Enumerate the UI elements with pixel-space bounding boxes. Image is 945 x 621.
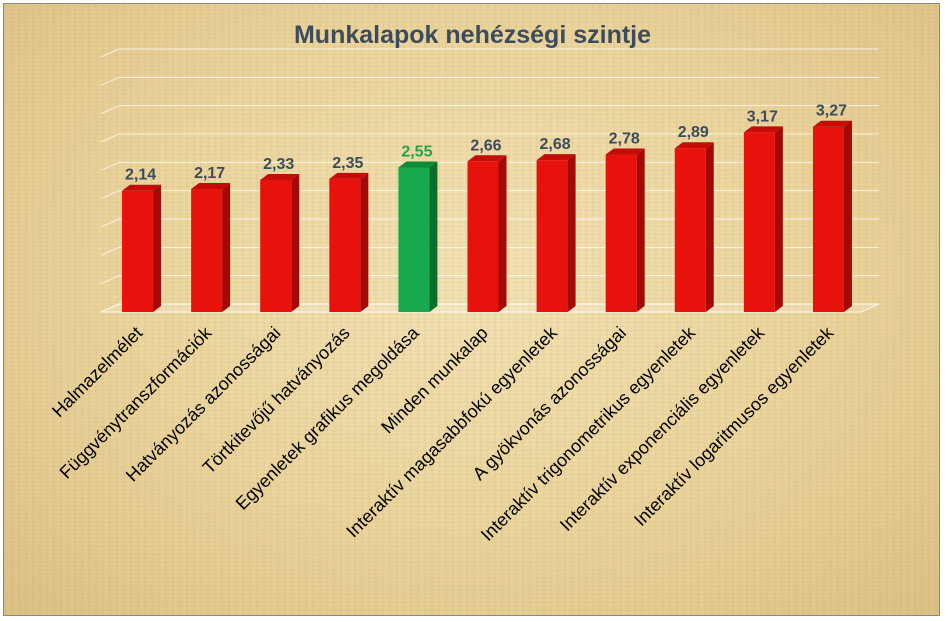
data-label: 2,35 xyxy=(332,155,363,172)
bar xyxy=(467,155,507,312)
chart-title: Munkalapok nehézségi szintje xyxy=(293,21,652,49)
gridline-edge xyxy=(100,161,120,171)
gridline-edge xyxy=(100,133,120,143)
data-label: 2,66 xyxy=(470,137,501,154)
gridline-edge xyxy=(100,218,120,228)
bar-chart: 2,14 2,17 2,33 2,35 2,55 2,66 2,68 2,78 2,89 3,17… xyxy=(48,48,880,545)
bar xyxy=(674,142,714,312)
gridline-edge xyxy=(100,246,120,256)
data-label: 2,17 xyxy=(194,165,225,182)
data-label: 2,78 xyxy=(609,130,640,147)
data-label: 2,68 xyxy=(540,136,571,153)
bar xyxy=(329,172,369,312)
data-labels: 2,14 2,17 2,33 2,35 2,55 2,66 2,68 2,78 2,89 3,17… xyxy=(125,103,847,184)
gridline-edge xyxy=(100,105,120,115)
bar xyxy=(536,154,576,312)
gridline-edge xyxy=(100,76,120,86)
bar xyxy=(605,148,645,312)
bar xyxy=(812,120,852,312)
bars xyxy=(122,120,852,312)
data-label: 3,27 xyxy=(816,103,847,120)
gridline-edge xyxy=(100,48,120,58)
bar xyxy=(398,161,438,312)
data-label: 2,14 xyxy=(125,167,156,184)
bar xyxy=(743,126,783,312)
bar xyxy=(260,173,300,312)
data-label: 2,55 xyxy=(401,144,432,161)
chart-frame: Munkalapok nehézségi szintje 2,14 2,17 2,3… xyxy=(3,3,940,616)
data-label: 3,17 xyxy=(747,108,778,125)
bar xyxy=(122,184,162,312)
gridline-edge xyxy=(100,275,120,285)
bar xyxy=(191,183,231,312)
category-labels: HalmazelméletFüggvénytranszformációkHatv… xyxy=(48,322,838,545)
data-label: 2,89 xyxy=(678,124,709,141)
gridline-edge xyxy=(100,190,120,200)
data-label: 2,33 xyxy=(263,156,294,173)
